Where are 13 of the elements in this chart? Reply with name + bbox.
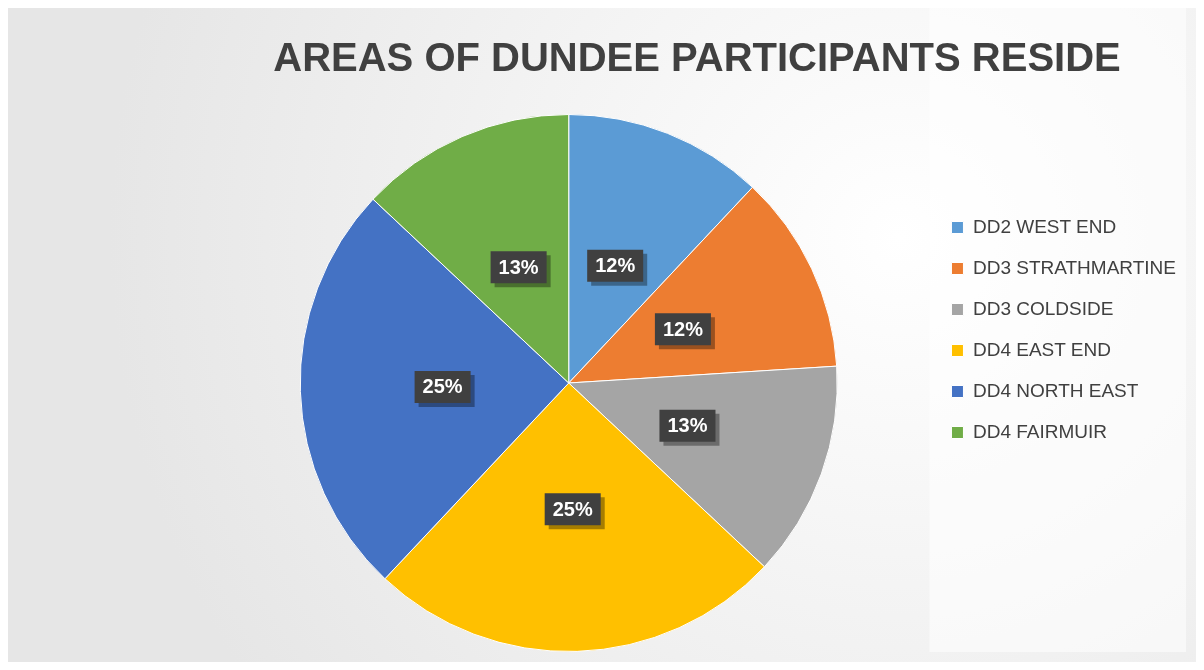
data-label: 25% — [422, 375, 463, 398]
data-label: 12% — [662, 317, 704, 340]
legend-label: DD4 EAST END — [972, 338, 1111, 360]
chart-title: AREAS OF DUNDEE PARTICIPANTS RESIDE — [273, 35, 1121, 80]
legend-label: DD2 WEST END — [972, 215, 1117, 237]
legend-label: DD3 STRATHMARTINE — [972, 256, 1177, 278]
data-label: 13% — [667, 414, 708, 437]
data-label: 12% — [595, 254, 636, 277]
legend-label: DD4 NORTH EAST — [972, 379, 1139, 401]
legend-label: DD3 COLDSIDE — [972, 297, 1114, 319]
data-label: 25% — [552, 497, 593, 520]
data-label: 13% — [498, 255, 539, 278]
legend-label: DD4 FAIRMUIR — [972, 420, 1108, 442]
